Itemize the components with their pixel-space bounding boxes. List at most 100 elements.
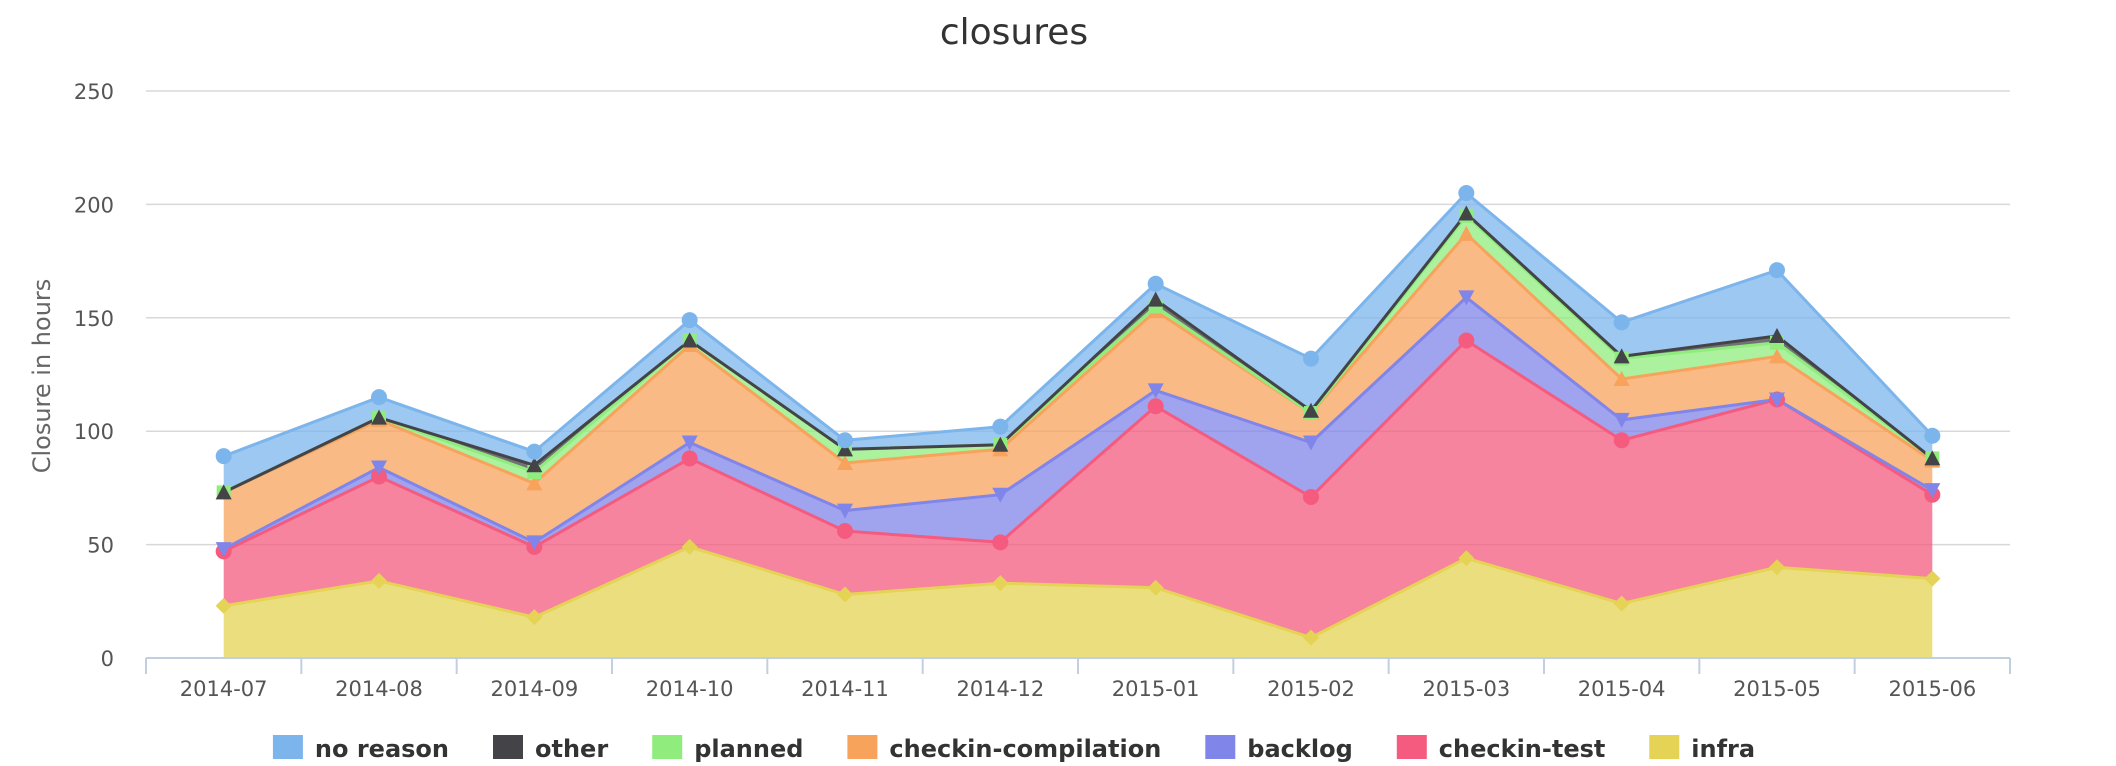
x-axis: 2014-07 2014-08 2014-09 2014-10 2014-11 2014-… [145, 657, 2011, 701]
point-checkin-test[interactable] [1147, 398, 1164, 415]
point-no-reason[interactable] [1147, 275, 1164, 292]
y-tick-label: 0 [101, 647, 114, 671]
point-infra[interactable] [1147, 579, 1164, 596]
point-infra[interactable] [1769, 559, 1785, 576]
point-no-reason[interactable] [681, 312, 698, 329]
point-infra[interactable] [992, 575, 1009, 592]
point-other[interactable] [526, 457, 543, 473]
point-other[interactable] [1769, 327, 1785, 343]
point-no-reason[interactable] [1458, 185, 1475, 202]
point-checkin-compilation[interactable] [1613, 371, 1630, 387]
point-no-reason[interactable] [837, 432, 853, 449]
point-backlog[interactable] [1458, 290, 1475, 306]
series-markers [215, 185, 1941, 646]
point-other[interactable] [1613, 348, 1630, 364]
point-infra[interactable] [215, 597, 232, 614]
point-checkin-test[interactable] [1458, 332, 1475, 349]
x-tick-label: 2015-04 [1578, 677, 1666, 701]
area-checkin-compilation [223, 233, 1933, 550]
point-checkin-compilation[interactable] [1458, 225, 1475, 241]
point-no-reason[interactable] [1769, 262, 1785, 279]
point-infra[interactable] [837, 586, 853, 603]
point-other[interactable] [215, 484, 232, 500]
line-checkin-test [223, 338, 1934, 553]
line-backlog [223, 295, 1934, 551]
point-no-reason[interactable] [1613, 314, 1630, 331]
point-backlog[interactable] [1769, 392, 1785, 408]
legend-swatch [652, 735, 683, 759]
x-tick-label: 2014-07 [180, 677, 268, 701]
legend-item-other[interactable]: other [493, 735, 608, 763]
legend-label: backlog [1247, 735, 1352, 763]
point-infra[interactable] [371, 572, 387, 589]
area-infra [223, 546, 1933, 658]
y-axis-ticks: 0 50 100 150 200 250 [74, 80, 114, 671]
point-checkin-test[interactable] [681, 450, 698, 467]
point-other[interactable] [992, 436, 1009, 452]
point-no-reason[interactable] [371, 389, 387, 406]
point-infra[interactable] [1924, 570, 1941, 587]
point-no-reason[interactable] [1924, 427, 1941, 444]
point-backlog[interactable] [1147, 383, 1164, 399]
point-backlog[interactable] [992, 487, 1009, 503]
point-no-reason[interactable] [992, 418, 1009, 435]
legend-item-no-reason[interactable]: no reason [272, 735, 449, 763]
point-checkin-test[interactable] [371, 468, 387, 485]
x-tick-label: 2014-11 [801, 677, 889, 701]
point-other[interactable] [1303, 402, 1319, 418]
point-checkin-test[interactable] [1303, 488, 1319, 505]
legend-swatch [1396, 735, 1427, 759]
point-checkin-test[interactable] [992, 534, 1009, 551]
point-no-reason[interactable] [215, 448, 232, 465]
point-infra[interactable] [1458, 550, 1475, 567]
point-backlog[interactable] [1613, 412, 1630, 428]
legend-swatch [847, 735, 878, 759]
chart-title: closures [940, 12, 1088, 53]
line-infra [223, 545, 1933, 640]
point-other[interactable] [1147, 291, 1164, 307]
legend: no reason other planned checkin-compilation… [272, 735, 1755, 763]
x-tick-label: 2015-03 [1422, 677, 1510, 701]
point-infra[interactable] [681, 538, 698, 555]
legend-item-backlog[interactable]: backlog [1205, 735, 1353, 763]
line-no-reason [223, 191, 1934, 458]
line-other [223, 211, 1934, 494]
y-axis-title: Closure in hours [28, 279, 56, 474]
point-infra[interactable] [1613, 595, 1630, 612]
point-backlog[interactable] [681, 435, 698, 451]
x-tick-label: 2015-06 [1888, 677, 1976, 701]
point-checkin-compilation[interactable] [837, 454, 853, 470]
point-backlog[interactable] [371, 460, 387, 476]
series-lines [223, 191, 1934, 640]
point-backlog[interactable] [526, 535, 543, 551]
point-no-reason[interactable] [1303, 350, 1319, 367]
legend-item-planned[interactable]: planned [652, 735, 803, 763]
point-infra[interactable] [526, 609, 543, 626]
point-checkin-compilation[interactable] [1769, 348, 1785, 364]
point-backlog[interactable] [837, 503, 853, 519]
point-other[interactable] [371, 409, 387, 425]
point-backlog[interactable] [1303, 435, 1319, 451]
y-tick-label: 150 [74, 307, 114, 331]
point-backlog[interactable] [1924, 483, 1941, 499]
point-other[interactable] [1458, 205, 1475, 221]
legend-label: planned [694, 735, 803, 763]
point-other[interactable] [681, 332, 698, 348]
legend-swatch [1205, 735, 1236, 759]
y-tick-label: 50 [87, 534, 114, 558]
point-other[interactable] [1924, 450, 1941, 466]
point-checkin-test[interactable] [1613, 432, 1630, 449]
legend-item-infra[interactable]: infra [1649, 735, 1755, 763]
legend-item-checkin-test[interactable]: checkin-test [1396, 735, 1606, 763]
legend-item-checkin-compilation[interactable]: checkin-compilation [847, 735, 1161, 763]
point-infra[interactable] [1303, 629, 1319, 646]
point-backlog[interactable] [215, 542, 232, 558]
point-checkin-test[interactable] [837, 522, 853, 539]
point-other[interactable] [837, 441, 853, 457]
point-no-reason[interactable] [526, 443, 543, 460]
y-tick-label: 250 [74, 80, 114, 104]
line-checkin-compilation [223, 231, 1934, 494]
point-checkin-compilation[interactable] [526, 475, 543, 491]
